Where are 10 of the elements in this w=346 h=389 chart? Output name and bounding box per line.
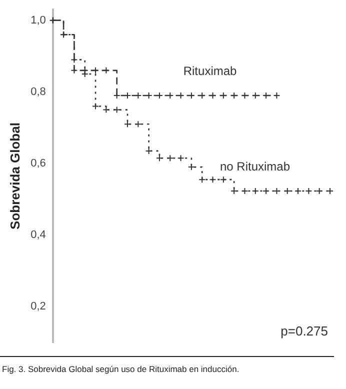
y-tick-label: 0,2: [30, 300, 46, 313]
y-axis-title: Sobrevida Global: [7, 122, 22, 230]
y-tick-label: 0,6: [30, 158, 46, 170]
annotation: p=0.275: [280, 323, 328, 338]
y-tick-label: 0,4: [30, 229, 46, 242]
series-label: no Rituximab: [220, 159, 290, 174]
y-tick-label: 1,0: [30, 14, 46, 26]
caption: Fig. 3. Sobrevida Global según uso de Rituximab en inducción.: [2, 364, 240, 374]
series-label: Rituximab: [183, 64, 238, 78]
y-tick-label: 0,8: [30, 86, 46, 98]
